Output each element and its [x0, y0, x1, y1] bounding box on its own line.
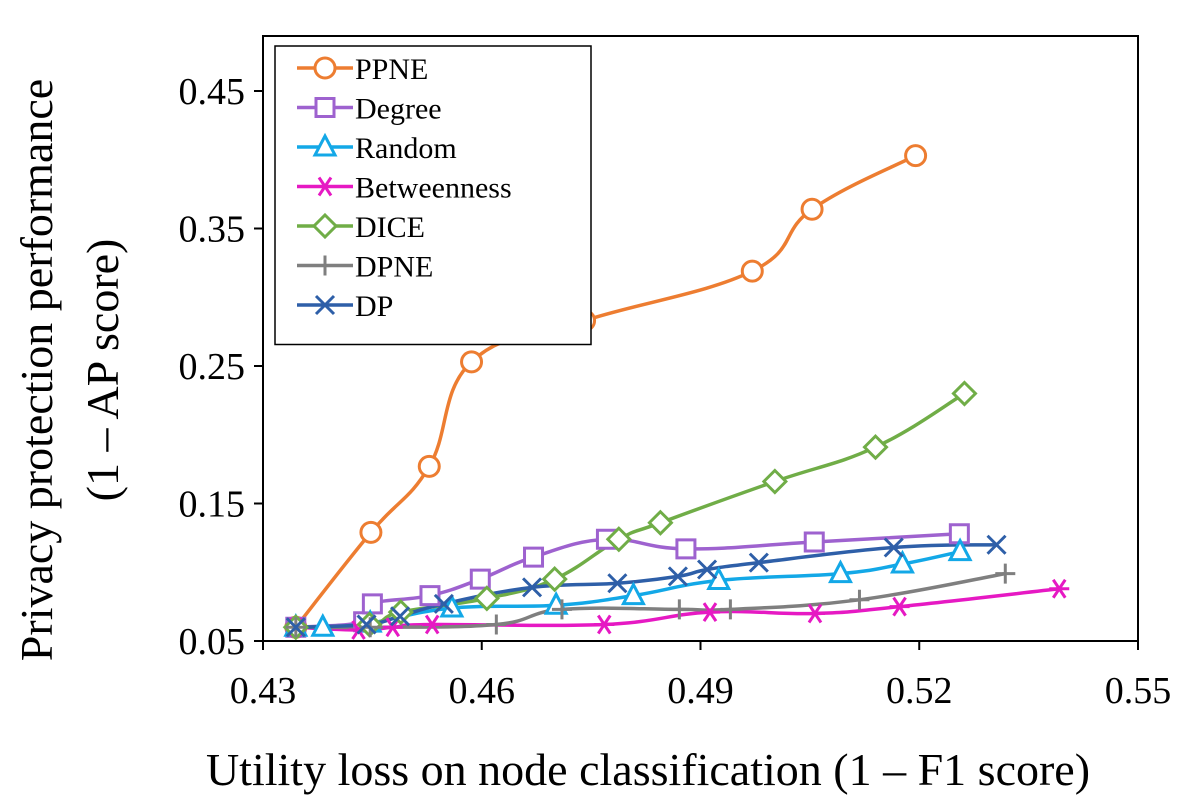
point-betweenness	[889, 596, 910, 617]
point-ppne	[904, 144, 928, 168]
point-dice	[951, 380, 978, 407]
legend: PPNE Degree Random Betweenness DICE DPNE DP	[274, 45, 592, 346]
point-betweenness	[699, 602, 720, 622]
point-betweenness	[422, 614, 443, 635]
legend-marker-ppne	[313, 56, 337, 80]
legend-marker-dp	[314, 294, 336, 316]
point-ppne	[460, 350, 484, 374]
y-tick-label: 0.25	[179, 346, 246, 388]
legend-label-dice: DICE	[355, 211, 425, 244]
point-dp	[390, 606, 411, 627]
point-random	[947, 537, 973, 562]
y-axis-title-line1: Privacy protection performance	[11, 79, 62, 661]
x-tick-label: 0.52	[886, 670, 953, 712]
legend-label-random: Random	[355, 132, 457, 165]
point-degree	[361, 593, 383, 615]
point-dp	[433, 593, 454, 614]
point-random	[889, 549, 915, 574]
x-tick-label: 0.49	[667, 670, 734, 712]
point-dpne	[995, 563, 1016, 584]
point-dp	[986, 534, 1007, 555]
legend-marker-dpne	[315, 255, 335, 276]
point-ppne	[740, 259, 764, 283]
point-degree	[803, 531, 825, 553]
y-tick-label: 0.35	[179, 209, 246, 251]
point-dpne	[669, 599, 690, 620]
point-betweenness	[594, 614, 615, 635]
legend-label-dp: DP	[355, 290, 393, 323]
point-random	[828, 559, 853, 584]
point-dpne	[849, 589, 870, 610]
legend-marker-random	[312, 132, 338, 157]
point-dp	[285, 617, 306, 638]
point-degree	[675, 538, 697, 560]
point-dp	[748, 552, 769, 573]
point-random	[310, 613, 336, 637]
point-dice	[473, 585, 500, 612]
point-dice	[605, 526, 632, 553]
legend-marker-degree	[314, 97, 336, 118]
x-axis-title: Utility loss on node classification (1 –…	[206, 744, 1090, 795]
legend-label-betweenness: Betweenness	[355, 172, 512, 205]
point-degree	[419, 585, 441, 607]
legend-marker-betweenness	[315, 176, 335, 197]
point-betweenness	[804, 603, 825, 624]
point-ppne	[800, 197, 824, 221]
y-tick-label: 0.05	[179, 621, 246, 663]
point-dice	[761, 468, 788, 495]
point-random	[706, 566, 732, 590]
point-dice	[647, 509, 674, 536]
point-dice	[862, 434, 889, 461]
point-degree	[469, 568, 491, 590]
point-ppne	[417, 454, 441, 478]
point-ppne	[359, 520, 383, 544]
point-dp	[607, 573, 628, 594]
legend-box	[274, 45, 592, 346]
point-dpne	[486, 614, 507, 635]
legend-label-dpne: DPNE	[355, 251, 433, 284]
point-degree	[523, 546, 545, 568]
x-tick-label: 0.43	[230, 670, 297, 712]
y-axis-title-line2: (1 – AP score)	[77, 239, 128, 502]
legend-label-degree: Degree	[355, 93, 442, 126]
point-dp	[697, 559, 718, 580]
axes: 0.43 0.46 0.49 0.52 0.55 0.05 0.15 0.25 0.35 0.45	[179, 35, 1172, 712]
point-betweenness	[1049, 578, 1070, 599]
point-dp	[356, 614, 377, 635]
legend-label-ppne: PPNE	[355, 53, 428, 86]
point-random	[620, 581, 646, 606]
legend-marker-dice	[311, 212, 339, 240]
y-tick-label: 0.45	[179, 71, 246, 113]
x-tick-label: 0.55	[1105, 670, 1172, 712]
y-tick-label: 0.15	[179, 484, 246, 526]
point-dpne	[551, 599, 572, 620]
series-markers	[282, 144, 1070, 641]
point-dpne	[720, 599, 741, 620]
point-dp	[667, 566, 688, 587]
point-dice	[541, 566, 568, 593]
x-tick-label: 0.46	[449, 670, 516, 712]
point-dp	[522, 577, 543, 598]
point-dp	[883, 537, 904, 558]
